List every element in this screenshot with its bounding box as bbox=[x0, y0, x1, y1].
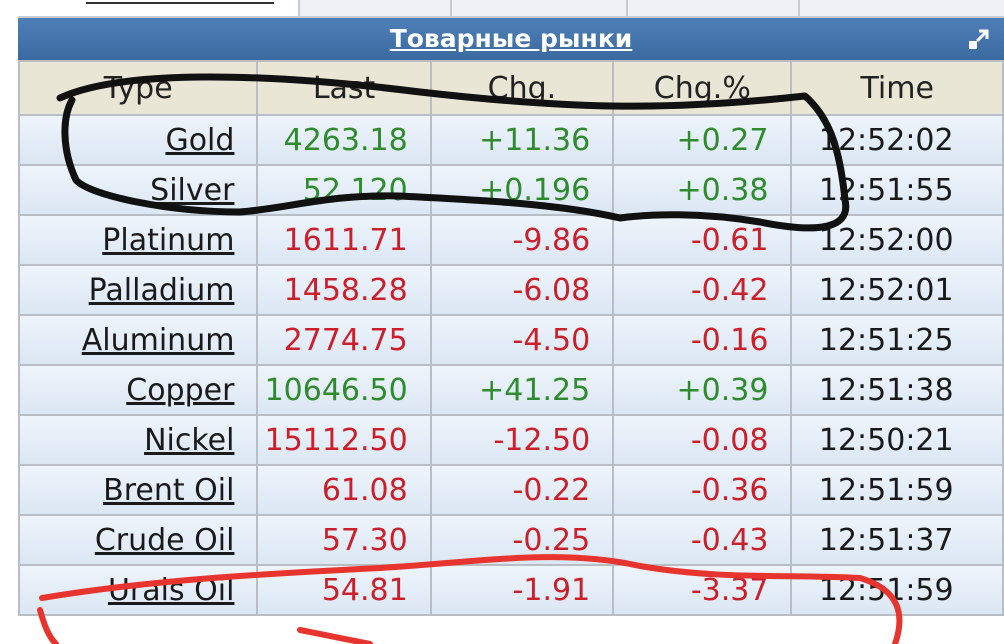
last-price-cell: 1458.28 bbox=[256, 264, 432, 316]
commodity-name-cell: Crude Oil bbox=[17, 514, 259, 566]
commodity-link[interactable]: Crude Oil bbox=[94, 522, 235, 558]
column-header-last[interactable]: Last bbox=[256, 60, 432, 116]
commodity-link[interactable]: Gold bbox=[165, 122, 235, 158]
table-row: Gold 4263.18 +11.36 +0.27 12:52:02 bbox=[17, 114, 1004, 166]
commodity-link[interactable]: Silver bbox=[150, 172, 235, 208]
change-cell: -1.91 bbox=[429, 564, 615, 616]
column-header-chg[interactable]: Chg. bbox=[429, 60, 615, 116]
time-cell: 12:51:55 bbox=[790, 164, 1004, 216]
last-price-cell: 54.81 bbox=[256, 564, 432, 616]
commodity-name-cell: Gold bbox=[17, 114, 259, 166]
time-cell: 12:52:02 bbox=[790, 114, 1004, 166]
change-percent-cell: +0.39 bbox=[612, 364, 793, 416]
commodity-link[interactable]: Copper bbox=[126, 372, 235, 408]
commodity-link[interactable]: Aluminum bbox=[81, 322, 235, 358]
table-row: Silver 52.120 +0.196 +0.38 12:51:55 bbox=[17, 164, 1004, 216]
change-cell: -12.50 bbox=[429, 414, 615, 466]
previous-row-cell bbox=[800, 0, 1004, 16]
time-cell: 12:51:38 bbox=[790, 364, 1004, 416]
last-price-cell: 10646.50 bbox=[256, 364, 432, 416]
commodity-link[interactable]: Nickel bbox=[144, 422, 235, 458]
previous-row-cell bbox=[18, 0, 300, 16]
last-price-cell: 57.30 bbox=[256, 514, 432, 566]
last-price-cell: 52.120 bbox=[256, 164, 432, 216]
table-row: Brent Oil 61.08 -0.22 -0.36 12:51:59 bbox=[17, 464, 1004, 516]
change-percent-cell: -0.61 bbox=[612, 214, 793, 266]
change-cell: +11.36 bbox=[429, 114, 615, 166]
change-cell: +0.196 bbox=[429, 164, 615, 216]
last-price-cell: 4263.18 bbox=[256, 114, 432, 166]
commodity-link[interactable]: Brent Oil bbox=[103, 472, 235, 508]
commodity-name-cell: Platinum bbox=[17, 214, 259, 266]
change-cell: +41.25 bbox=[429, 364, 615, 416]
change-percent-cell: -0.42 bbox=[612, 264, 793, 316]
last-price-cell: 2774.75 bbox=[256, 314, 432, 366]
commodity-link[interactable]: Palladium bbox=[88, 272, 235, 308]
commodities-table: Type Last Chg. Chg.% Time Gold 4263.18 +11… bbox=[17, 60, 1004, 616]
column-header-chg-pct[interactable]: Chg.% bbox=[612, 60, 793, 116]
last-price-cell: 61.08 bbox=[256, 464, 432, 516]
last-price-cell: 15112.50 bbox=[256, 414, 432, 466]
previous-row-cell bbox=[300, 0, 452, 16]
table-row: Copper 10646.50 +41.25 +0.39 12:51:38 bbox=[17, 364, 1004, 416]
change-percent-cell: +0.38 bbox=[612, 164, 793, 216]
widget-header: Товарные рынки bbox=[18, 16, 1004, 60]
previous-row-cell bbox=[452, 0, 628, 16]
column-header-row: Type Last Chg. Chg.% Time bbox=[17, 60, 1004, 116]
time-cell: 12:52:00 bbox=[790, 214, 1004, 266]
time-cell: 12:51:25 bbox=[790, 314, 1004, 366]
table-row: Urals Oil 54.81 -1.91 -3.37 12:51:59 bbox=[17, 564, 1004, 616]
commodity-name-cell: Nickel bbox=[17, 414, 259, 466]
commodity-link[interactable]: Platinum bbox=[102, 222, 235, 258]
change-cell: -0.22 bbox=[429, 464, 615, 516]
previous-row-cell bbox=[628, 0, 800, 16]
commodity-name-cell: Aluminum bbox=[17, 314, 259, 366]
change-percent-cell: -3.37 bbox=[612, 564, 793, 616]
commodity-name-cell: Urals Oil bbox=[17, 564, 259, 616]
table-row: Aluminum 2774.75 -4.50 -0.16 12:51:25 bbox=[17, 314, 1004, 366]
commodity-name-cell: Brent Oil bbox=[17, 464, 259, 516]
previous-table-strip bbox=[18, 0, 1004, 16]
table-row: Platinum 1611.71 -9.86 -0.61 12:52:00 bbox=[17, 214, 1004, 266]
time-cell: 12:51:59 bbox=[790, 564, 1004, 616]
commodity-name-cell: Silver bbox=[17, 164, 259, 216]
change-cell: -4.50 bbox=[429, 314, 615, 366]
external-link-icon[interactable] bbox=[966, 28, 990, 52]
change-percent-cell: -0.43 bbox=[612, 514, 793, 566]
commodity-link[interactable]: Urals Oil bbox=[107, 572, 235, 608]
change-percent-cell: -0.16 bbox=[612, 314, 793, 366]
last-price-cell: 1611.71 bbox=[256, 214, 432, 266]
time-cell: 12:50:21 bbox=[790, 414, 1004, 466]
change-cell: -6.08 bbox=[429, 264, 615, 316]
change-percent-cell: -0.08 bbox=[612, 414, 793, 466]
time-cell: 12:51:59 bbox=[790, 464, 1004, 516]
change-percent-cell: -0.36 bbox=[612, 464, 793, 516]
commodity-name-cell: Copper bbox=[17, 364, 259, 416]
table-row: Nickel 15112.50 -12.50 -0.08 12:50:21 bbox=[17, 414, 1004, 466]
change-cell: -0.25 bbox=[429, 514, 615, 566]
time-cell: 12:51:37 bbox=[790, 514, 1004, 566]
time-cell: 12:52:01 bbox=[790, 264, 1004, 316]
table-row: Palladium 1458.28 -6.08 -0.42 12:52:01 bbox=[17, 264, 1004, 316]
commodity-name-cell: Palladium bbox=[17, 264, 259, 316]
table-row: Crude Oil 57.30 -0.25 -0.43 12:51:37 bbox=[17, 514, 1004, 566]
widget-title-link[interactable]: Товарные рынки bbox=[389, 24, 633, 53]
change-cell: -9.86 bbox=[429, 214, 615, 266]
change-percent-cell: +0.27 bbox=[612, 114, 793, 166]
column-header-time[interactable]: Time bbox=[790, 60, 1004, 116]
column-header-type[interactable]: Type bbox=[17, 60, 259, 116]
